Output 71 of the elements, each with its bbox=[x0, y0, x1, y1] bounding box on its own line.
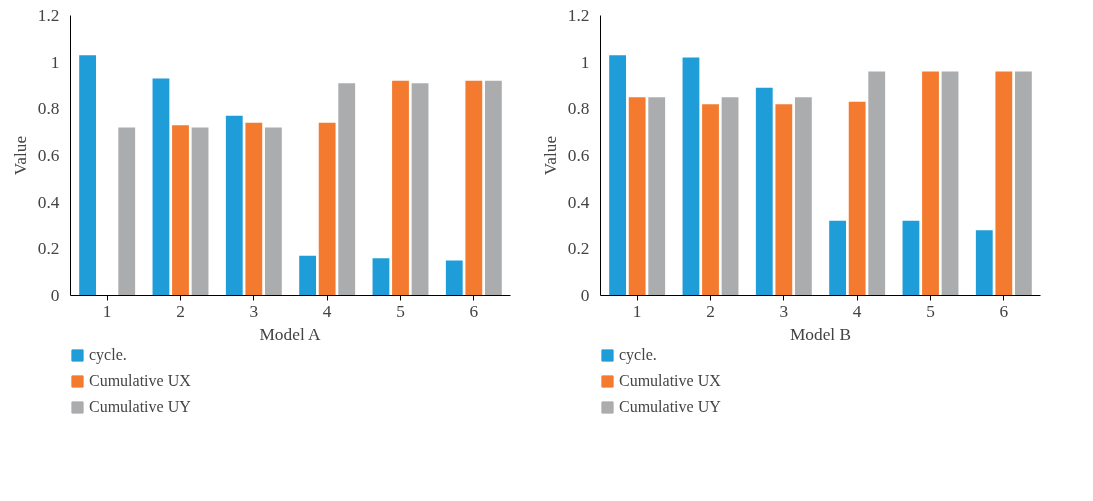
x-tick-label: 1 bbox=[102, 301, 112, 321]
bar bbox=[941, 71, 959, 296]
bar bbox=[264, 127, 282, 296]
bar bbox=[484, 80, 502, 296]
y-tick-label: 0.2 bbox=[567, 239, 590, 259]
bar bbox=[191, 127, 209, 296]
legend-label: Cumulative UY bbox=[619, 398, 721, 416]
bar bbox=[868, 71, 886, 296]
bar bbox=[682, 57, 700, 296]
bar bbox=[118, 127, 136, 296]
x-tick-label: 5 bbox=[926, 301, 935, 321]
bar bbox=[172, 125, 189, 296]
legend-label: Cumulative UX bbox=[619, 372, 721, 390]
x-tick-label: 5 bbox=[396, 301, 405, 321]
x-tick-label: 2 bbox=[706, 301, 715, 321]
bar bbox=[721, 97, 739, 296]
x-tick-label: 4 bbox=[852, 301, 862, 321]
y-tick-label: 0.8 bbox=[37, 99, 60, 119]
y-axis-title: Value bbox=[540, 135, 560, 176]
bar bbox=[79, 55, 97, 296]
legend-label: Cumulative UX bbox=[89, 372, 191, 390]
bar bbox=[848, 101, 866, 296]
legend-label: cycle. bbox=[89, 346, 127, 364]
bar bbox=[245, 122, 263, 296]
bar bbox=[648, 97, 666, 296]
bar bbox=[338, 83, 356, 296]
y-tick-label: 1.2 bbox=[37, 6, 60, 25]
bar bbox=[1014, 71, 1032, 296]
bar bbox=[995, 71, 1013, 296]
y-tick-label: 0.4 bbox=[567, 192, 590, 212]
y-tick-label: 0.4 bbox=[37, 192, 60, 212]
bar bbox=[755, 87, 773, 296]
bar bbox=[702, 104, 719, 296]
x-tick-label: 1 bbox=[632, 301, 642, 321]
y-tick-label: 0.6 bbox=[37, 146, 60, 165]
legend-label: cycle. bbox=[619, 346, 657, 364]
y-axis-title: Value bbox=[10, 135, 30, 176]
y-tick-label: 1 bbox=[50, 52, 60, 72]
bar bbox=[775, 104, 793, 296]
x-tick-label: 6 bbox=[999, 301, 1009, 321]
bar bbox=[922, 71, 939, 296]
bar bbox=[445, 260, 463, 296]
x-axis-title: Model A bbox=[259, 324, 322, 344]
y-tick-label: 0 bbox=[580, 286, 590, 305]
bar bbox=[372, 258, 390, 296]
bar bbox=[609, 55, 627, 296]
x-tick-label: 3 bbox=[249, 301, 259, 321]
bar bbox=[465, 80, 483, 296]
x-tick-label: 3 bbox=[779, 301, 789, 321]
bar bbox=[392, 80, 409, 296]
x-tick-label: 2 bbox=[176, 301, 185, 321]
x-tick-label: 6 bbox=[469, 301, 479, 321]
bar bbox=[411, 83, 429, 296]
y-tick-label: 1.2 bbox=[567, 6, 590, 25]
y-tick-label: 0.6 bbox=[567, 146, 590, 165]
y-tick-label: 1 bbox=[580, 52, 590, 72]
x-axis-title: Model B bbox=[789, 324, 852, 344]
bar bbox=[318, 122, 336, 296]
bar bbox=[628, 97, 646, 296]
bar bbox=[829, 220, 847, 296]
bar bbox=[225, 115, 243, 296]
bar bbox=[902, 220, 920, 296]
bar bbox=[299, 255, 317, 296]
y-tick-label: 0.2 bbox=[37, 239, 60, 259]
x-tick-label: 4 bbox=[322, 301, 332, 321]
bar bbox=[975, 230, 993, 296]
bar bbox=[152, 78, 170, 296]
legend-label: Cumulative UY bbox=[89, 398, 191, 416]
bar bbox=[794, 97, 812, 296]
y-tick-label: 0 bbox=[50, 286, 60, 305]
y-tick-label: 0.8 bbox=[567, 99, 590, 119]
